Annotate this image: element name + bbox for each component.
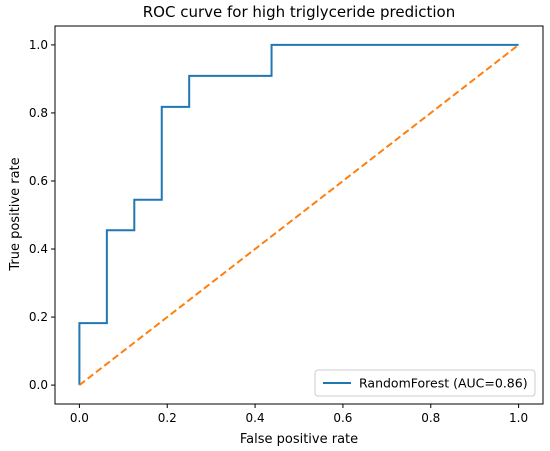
legend: RandomForest (AUC=0.86): [314, 369, 536, 397]
y-tick-label: 0.6: [29, 174, 48, 188]
y-tick-label: 0.4: [29, 242, 48, 256]
legend-box: [314, 369, 536, 397]
y-tick-label: 0.8: [29, 106, 48, 120]
legend-label-randomforest: RandomForest (AUC=0.86): [359, 376, 528, 391]
x-axis-ticks: 0.0 0.2 0.4 0.6 0.8 1.0: [70, 404, 528, 425]
roc-curve-line: [78, 43, 519, 386]
chart-title: ROC curve for high triglyceride predicti…: [143, 3, 456, 21]
y-axis-ticks: 0.0 0.2 0.4 0.6 0.8 1.0: [29, 38, 55, 392]
y-axis-label: True positive rate: [8, 157, 23, 271]
x-tick-label: 0.4: [246, 411, 265, 425]
y-tick-label: 0.0: [29, 378, 48, 392]
x-tick-label: 0.6: [333, 411, 352, 425]
plot-frame: [54, 25, 544, 405]
x-axis-label: False positive rate: [240, 432, 358, 447]
chance-diagonal-line: [78, 44, 520, 386]
y-tick-label: 1.0: [29, 38, 48, 52]
x-tick-label: 0.0: [70, 411, 89, 425]
x-tick-label: 1.0: [509, 411, 528, 425]
x-tick-label: 0.2: [158, 411, 177, 425]
y-tick-label: 0.2: [29, 310, 48, 324]
x-tick-label: 0.8: [421, 411, 440, 425]
plot-lines: [78, 43, 520, 386]
